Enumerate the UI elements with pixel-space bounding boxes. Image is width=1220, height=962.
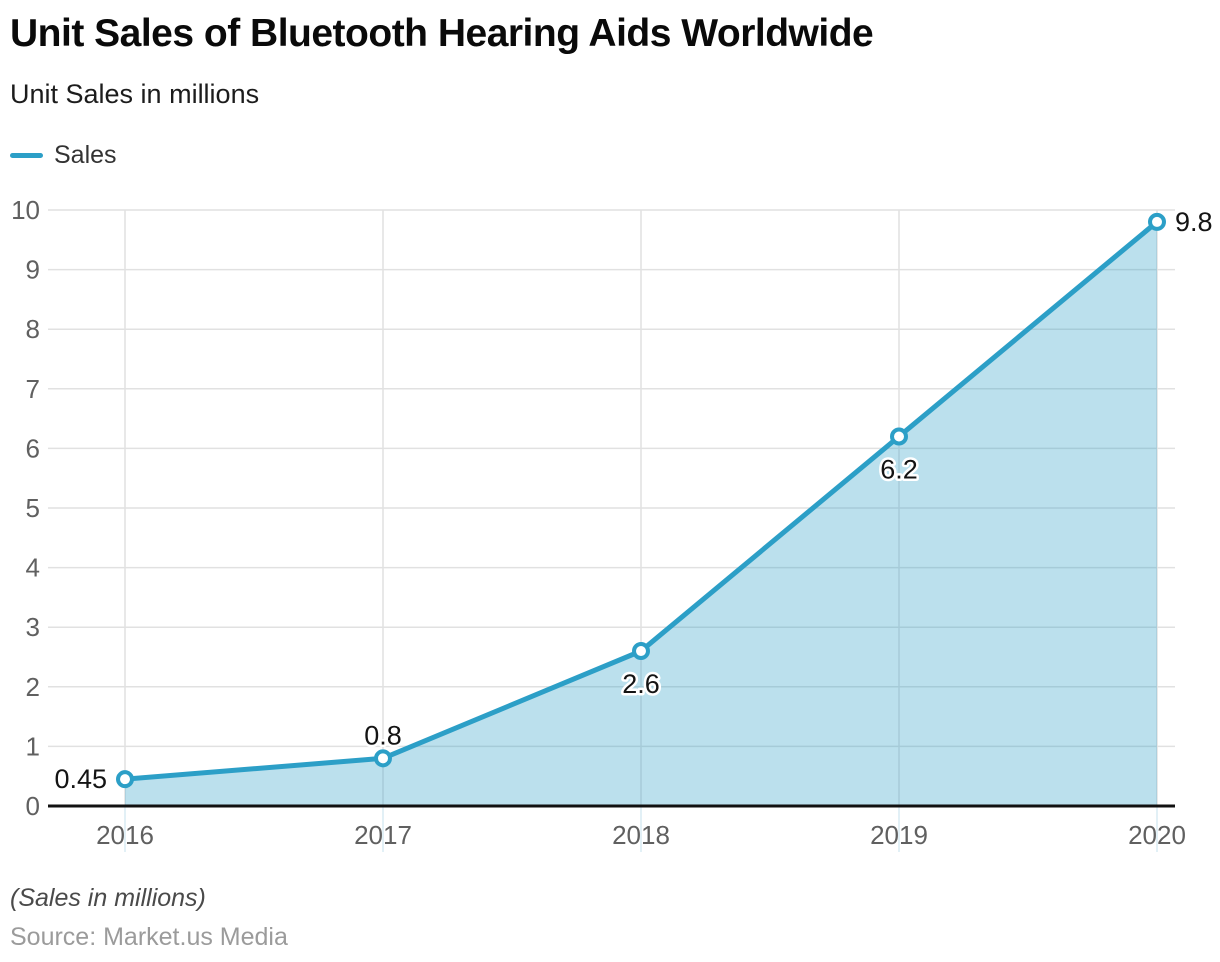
data-point-marker[interactable]: [116, 770, 134, 789]
data-point-label: 0.8: [364, 720, 402, 750]
data-point-marker[interactable]: [632, 642, 650, 661]
chart-title: Unit Sales of Bluetooth Hearing Aids Wor…: [10, 12, 874, 55]
y-axis-tick-label: 7: [26, 374, 40, 404]
y-axis-tick-label: 1: [26, 731, 40, 761]
series-area-fill: [125, 221, 1157, 807]
y-axis-tick-label: 10: [11, 195, 40, 225]
legend-item-sales[interactable]: Sales: [10, 141, 117, 170]
legend-label: Sales: [54, 141, 117, 169]
y-axis-tick-label: 2: [26, 672, 40, 702]
y-axis-tick-label: 6: [26, 433, 40, 463]
data-point-label: 6.2: [880, 454, 918, 484]
y-axis-tick-label: 4: [26, 553, 40, 583]
data-point-marker[interactable]: [374, 749, 392, 768]
legend-line-swatch-icon: [10, 153, 43, 158]
y-axis-tick-label: 0: [26, 791, 40, 821]
x-axis-tick-label: 2019: [870, 820, 928, 850]
x-axis-tick-label: 2017: [354, 820, 412, 850]
y-axis-tick-label: 3: [26, 612, 40, 642]
data-point-label: 2.6: [622, 669, 660, 699]
data-point-marker[interactable]: [1148, 212, 1166, 231]
x-axis-tick-label: 2020: [1128, 820, 1186, 850]
chart-subtitle: Unit Sales in millions: [10, 79, 260, 109]
data-point-label: 0.45: [54, 764, 107, 794]
y-axis-tick-label: 8: [26, 314, 40, 344]
y-axis-tick-label: 5: [26, 493, 40, 523]
source-credit: Source: Market.us Media: [10, 923, 288, 951]
x-axis-tick-label: 2018: [612, 820, 670, 850]
x-axis-tick-label: 2016: [96, 820, 154, 850]
data-point-label: 9.8: [1175, 207, 1213, 237]
data-point-marker[interactable]: [890, 427, 908, 446]
units-note: (Sales in millions): [10, 884, 206, 912]
y-axis-tick-label: 9: [26, 255, 40, 285]
